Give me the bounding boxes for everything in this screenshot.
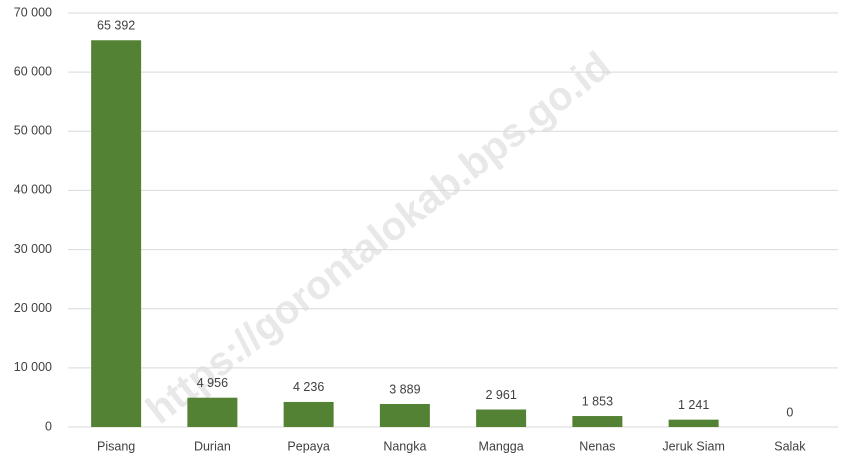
bar xyxy=(668,419,719,427)
value-label: 4 956 xyxy=(197,376,228,390)
bar xyxy=(476,409,527,427)
bar xyxy=(187,397,238,427)
x-tick-label: Pepaya xyxy=(287,439,329,453)
x-tick-label: Pisang xyxy=(97,439,135,453)
y-tick-label: 60 000 xyxy=(14,64,52,78)
bar xyxy=(283,401,334,427)
bar xyxy=(572,416,623,427)
x-tick-label: Salak xyxy=(774,439,806,453)
watermark: https://gorontalokab.bps.go.id xyxy=(138,44,619,433)
value-label: 65 392 xyxy=(97,19,135,33)
y-tick-label: 10 000 xyxy=(14,360,52,374)
y-tick-label: 0 xyxy=(45,419,52,433)
x-tick-label: Nangka xyxy=(383,439,426,453)
value-label: 3 889 xyxy=(389,382,420,396)
y-tick-label: 40 000 xyxy=(14,183,52,197)
y-tick-label: 50 000 xyxy=(14,124,52,138)
y-tick-label: 70 000 xyxy=(14,5,52,19)
value-label: 1 853 xyxy=(582,394,613,408)
value-label: 0 xyxy=(786,405,793,419)
bar xyxy=(379,403,430,427)
x-tick-label: Mangga xyxy=(479,439,524,453)
value-label: 2 961 xyxy=(485,388,516,402)
bar xyxy=(91,40,142,428)
x-tick-label: Durian xyxy=(194,439,231,453)
x-tick-label: Jeruk Siam xyxy=(662,439,725,453)
x-tick-label: Nenas xyxy=(579,439,615,453)
value-label: 1 241 xyxy=(678,398,709,412)
y-tick-label: 20 000 xyxy=(14,301,52,315)
y-tick-label: 30 000 xyxy=(14,242,52,256)
value-label: 4 236 xyxy=(293,380,324,394)
